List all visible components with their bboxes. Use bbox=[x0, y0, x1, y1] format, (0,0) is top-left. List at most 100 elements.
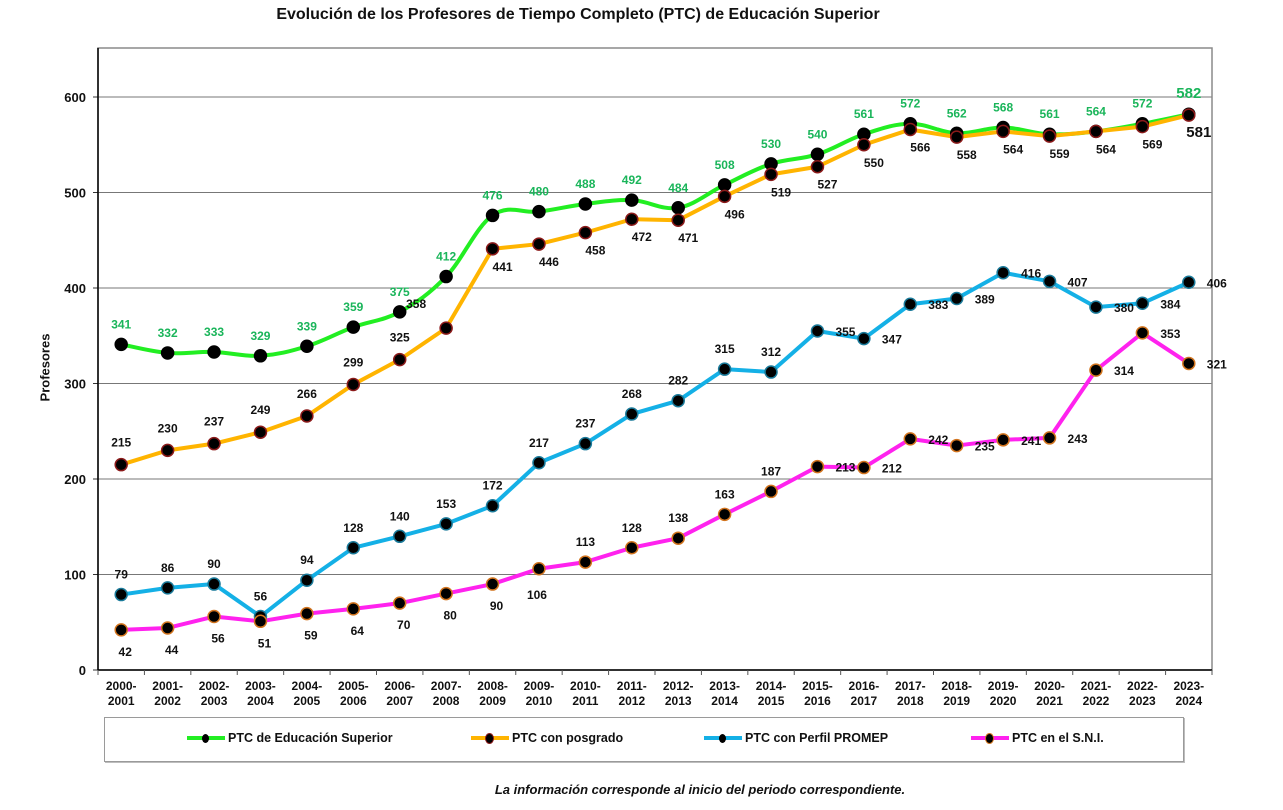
data-point bbox=[1042, 274, 1057, 289]
data-label: 242 bbox=[928, 433, 948, 447]
data-point bbox=[439, 269, 453, 284]
data-label: 380 bbox=[1114, 301, 1134, 315]
data-point bbox=[114, 457, 128, 472]
data-label: 341 bbox=[111, 317, 131, 331]
y-tick-label: 200 bbox=[64, 472, 86, 487]
data-label: 569 bbox=[1142, 138, 1162, 152]
data-point bbox=[114, 337, 128, 352]
legend-swatch-magenta bbox=[971, 731, 1009, 745]
data-point bbox=[903, 122, 918, 137]
data-label: 572 bbox=[900, 97, 920, 111]
data-point bbox=[1089, 363, 1103, 377]
data-label: 237 bbox=[575, 417, 595, 431]
data-point bbox=[717, 178, 732, 192]
data-point bbox=[1042, 431, 1057, 445]
legend-label: PTC con posgrado bbox=[512, 731, 624, 745]
data-label: 492 bbox=[622, 173, 642, 187]
data-point bbox=[207, 609, 221, 624]
data-label: 172 bbox=[483, 479, 503, 493]
data-point bbox=[114, 623, 128, 637]
data-label: 480 bbox=[529, 185, 549, 199]
data-label: 128 bbox=[622, 521, 642, 535]
legend-label: PTC en el S.N.I. bbox=[1012, 731, 1104, 745]
data-point bbox=[1042, 129, 1057, 143]
data-label: 282 bbox=[668, 374, 688, 388]
data-point bbox=[1089, 300, 1103, 314]
data-label: 561 bbox=[854, 107, 874, 121]
data-point bbox=[671, 213, 685, 227]
x-tick-label: 2005-2006 bbox=[338, 679, 369, 708]
data-point bbox=[857, 138, 871, 152]
data-point bbox=[160, 581, 175, 595]
data-label: 332 bbox=[158, 326, 178, 340]
data-point bbox=[532, 562, 546, 576]
data-label: 484 bbox=[668, 181, 688, 195]
data-point bbox=[485, 208, 500, 223]
x-tick-label: 2019-2020 bbox=[988, 679, 1019, 708]
data-point bbox=[1182, 356, 1196, 371]
data-label: 561 bbox=[1040, 107, 1060, 121]
data-point bbox=[671, 531, 685, 545]
legend: PTC de Educación Superior PTC con posgra… bbox=[104, 717, 1184, 762]
data-label: 299 bbox=[343, 355, 363, 369]
data-label: 389 bbox=[975, 293, 995, 307]
data-label: 70 bbox=[397, 618, 411, 632]
data-label: 64 bbox=[351, 624, 365, 638]
data-point bbox=[1182, 108, 1196, 122]
data-label: 187 bbox=[761, 464, 781, 478]
data-point bbox=[346, 602, 361, 616]
data-label: 471 bbox=[678, 231, 698, 245]
data-point bbox=[253, 425, 268, 439]
data-point bbox=[903, 297, 918, 311]
legend-swatch-orange bbox=[471, 731, 509, 745]
data-label: 249 bbox=[250, 403, 270, 417]
data-label: 140 bbox=[390, 509, 410, 523]
data-label: 488 bbox=[575, 177, 595, 191]
x-tick-label: 2015-2016 bbox=[802, 679, 833, 708]
data-label: 312 bbox=[761, 345, 781, 359]
data-point bbox=[996, 433, 1010, 447]
data-label: 572 bbox=[1132, 97, 1152, 111]
data-label: 79 bbox=[115, 568, 129, 582]
data-label: 241 bbox=[1021, 434, 1041, 448]
x-tick-label: 2012-2013 bbox=[663, 679, 694, 708]
series-line-3 bbox=[119, 330, 1191, 632]
data-label: 383 bbox=[928, 298, 948, 312]
data-point bbox=[717, 362, 732, 376]
x-tick-label: 2016-2017 bbox=[849, 679, 880, 708]
data-point bbox=[625, 407, 639, 421]
data-label: 106 bbox=[527, 588, 547, 602]
data-point bbox=[532, 204, 546, 219]
y-tick-label: 400 bbox=[64, 281, 86, 296]
data-label: 441 bbox=[493, 260, 513, 274]
data-label: 128 bbox=[343, 521, 363, 535]
data-label: 564 bbox=[1096, 142, 1116, 156]
data-label: 568 bbox=[993, 101, 1013, 115]
data-point bbox=[253, 614, 268, 629]
data-label: 51 bbox=[258, 636, 272, 650]
data-point bbox=[717, 507, 732, 522]
data-label: 268 bbox=[622, 387, 642, 401]
data-point bbox=[671, 393, 685, 408]
legend-item-posgrado[interactable]: PTC con posgrado bbox=[471, 731, 623, 745]
data-label: 230 bbox=[158, 421, 178, 435]
data-label: 476 bbox=[483, 188, 503, 202]
data-label: 581 bbox=[1186, 124, 1211, 141]
data-point bbox=[857, 331, 871, 346]
data-point bbox=[392, 305, 407, 319]
data-point bbox=[1089, 124, 1103, 139]
legend-item-sni[interactable]: PTC en el S.N.I. bbox=[971, 731, 1104, 745]
data-label: 540 bbox=[807, 127, 827, 141]
data-label: 375 bbox=[390, 285, 410, 299]
x-tick-label: 2011-2012 bbox=[617, 679, 647, 708]
legend-item-promep[interactable]: PTC con Perfil PROMEP bbox=[704, 731, 888, 745]
y-tick-label: 0 bbox=[79, 663, 86, 678]
data-point bbox=[671, 201, 685, 215]
data-label: 347 bbox=[882, 333, 902, 347]
legend-item-educacion-superior[interactable]: PTC de Educación Superior bbox=[187, 731, 393, 745]
data-point bbox=[810, 459, 825, 474]
data-label: 527 bbox=[817, 178, 837, 192]
data-point bbox=[392, 352, 407, 367]
data-label: 113 bbox=[576, 535, 596, 549]
data-label: 446 bbox=[539, 255, 559, 269]
